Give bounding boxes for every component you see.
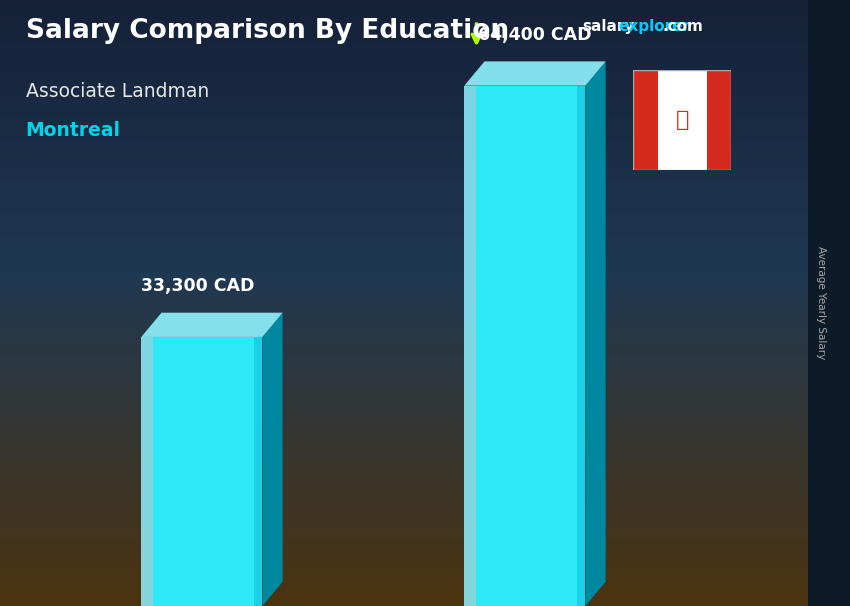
Text: Salary Comparison By Education: Salary Comparison By Education: [26, 18, 508, 44]
Text: .com: .com: [663, 19, 704, 35]
Polygon shape: [141, 337, 153, 606]
Text: Montreal: Montreal: [26, 121, 121, 140]
Polygon shape: [141, 313, 282, 337]
Bar: [633, 70, 658, 170]
Text: explorer: explorer: [619, 19, 691, 35]
Polygon shape: [464, 85, 476, 606]
Polygon shape: [586, 61, 605, 606]
Text: salary: salary: [582, 19, 635, 35]
Text: 33,300 CAD: 33,300 CAD: [141, 277, 254, 295]
Polygon shape: [254, 337, 263, 606]
Bar: [658, 70, 706, 170]
Text: 🍁: 🍁: [676, 110, 688, 130]
Polygon shape: [263, 313, 282, 606]
Polygon shape: [476, 85, 586, 606]
Polygon shape: [577, 85, 586, 606]
Bar: [706, 70, 731, 170]
Text: Associate Landman: Associate Landman: [26, 82, 209, 101]
Polygon shape: [464, 61, 605, 85]
Text: Average Yearly Salary: Average Yearly Salary: [816, 247, 826, 359]
Polygon shape: [153, 337, 263, 606]
Text: 64,400 CAD: 64,400 CAD: [479, 25, 592, 44]
